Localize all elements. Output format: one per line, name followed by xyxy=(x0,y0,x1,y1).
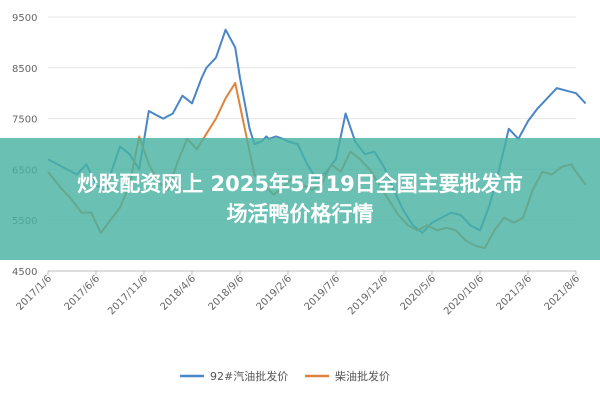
title-banner: 炒股配资网上 2025年5月19日全国主要批发市 场活鸭价格行情 xyxy=(0,138,600,260)
x-tick-label: 2021/8/6 xyxy=(543,273,583,313)
x-axis-ticks: 2017/1/6 2017/6/6 2017/11/6 2018/4/6 2018/9/… xyxy=(15,271,583,317)
banner-title-line-2: 场活鸭价格行情 xyxy=(226,202,374,226)
x-tick-label: 2021/3/6 xyxy=(495,273,535,313)
banner-title-line-1: 炒股配资网上 2025年5月19日全国主要批发市 xyxy=(77,172,523,196)
x-tick-label: 2020/10/6 xyxy=(442,273,486,317)
x-tick-label: 2018/9/6 xyxy=(207,273,247,313)
y-tick-label: 4500 xyxy=(12,267,37,278)
legend-label: 柴油批发价 xyxy=(335,369,390,383)
x-tick-label: 2017/11/6 xyxy=(106,273,150,317)
legend-label: 92#汽油批发价 xyxy=(210,369,288,383)
x-tick-label: 2017/6/6 xyxy=(63,273,103,313)
y-tick-label: 9500 xyxy=(12,13,37,24)
x-tick-label: 2019/2/6 xyxy=(255,273,295,313)
legend: 92#汽油批发价 柴油批发价 xyxy=(180,369,390,383)
x-tick-label: 2020/5/6 xyxy=(399,273,439,313)
y-tick-label: 8500 xyxy=(12,64,37,75)
x-tick-label: 2019/12/6 xyxy=(346,273,390,317)
x-tick-label: 2018/4/6 xyxy=(159,273,199,313)
x-tick-label: 2019/7/6 xyxy=(303,273,343,313)
x-tick-label: 2017/1/6 xyxy=(15,273,55,313)
y-tick-label: 7500 xyxy=(12,115,37,126)
